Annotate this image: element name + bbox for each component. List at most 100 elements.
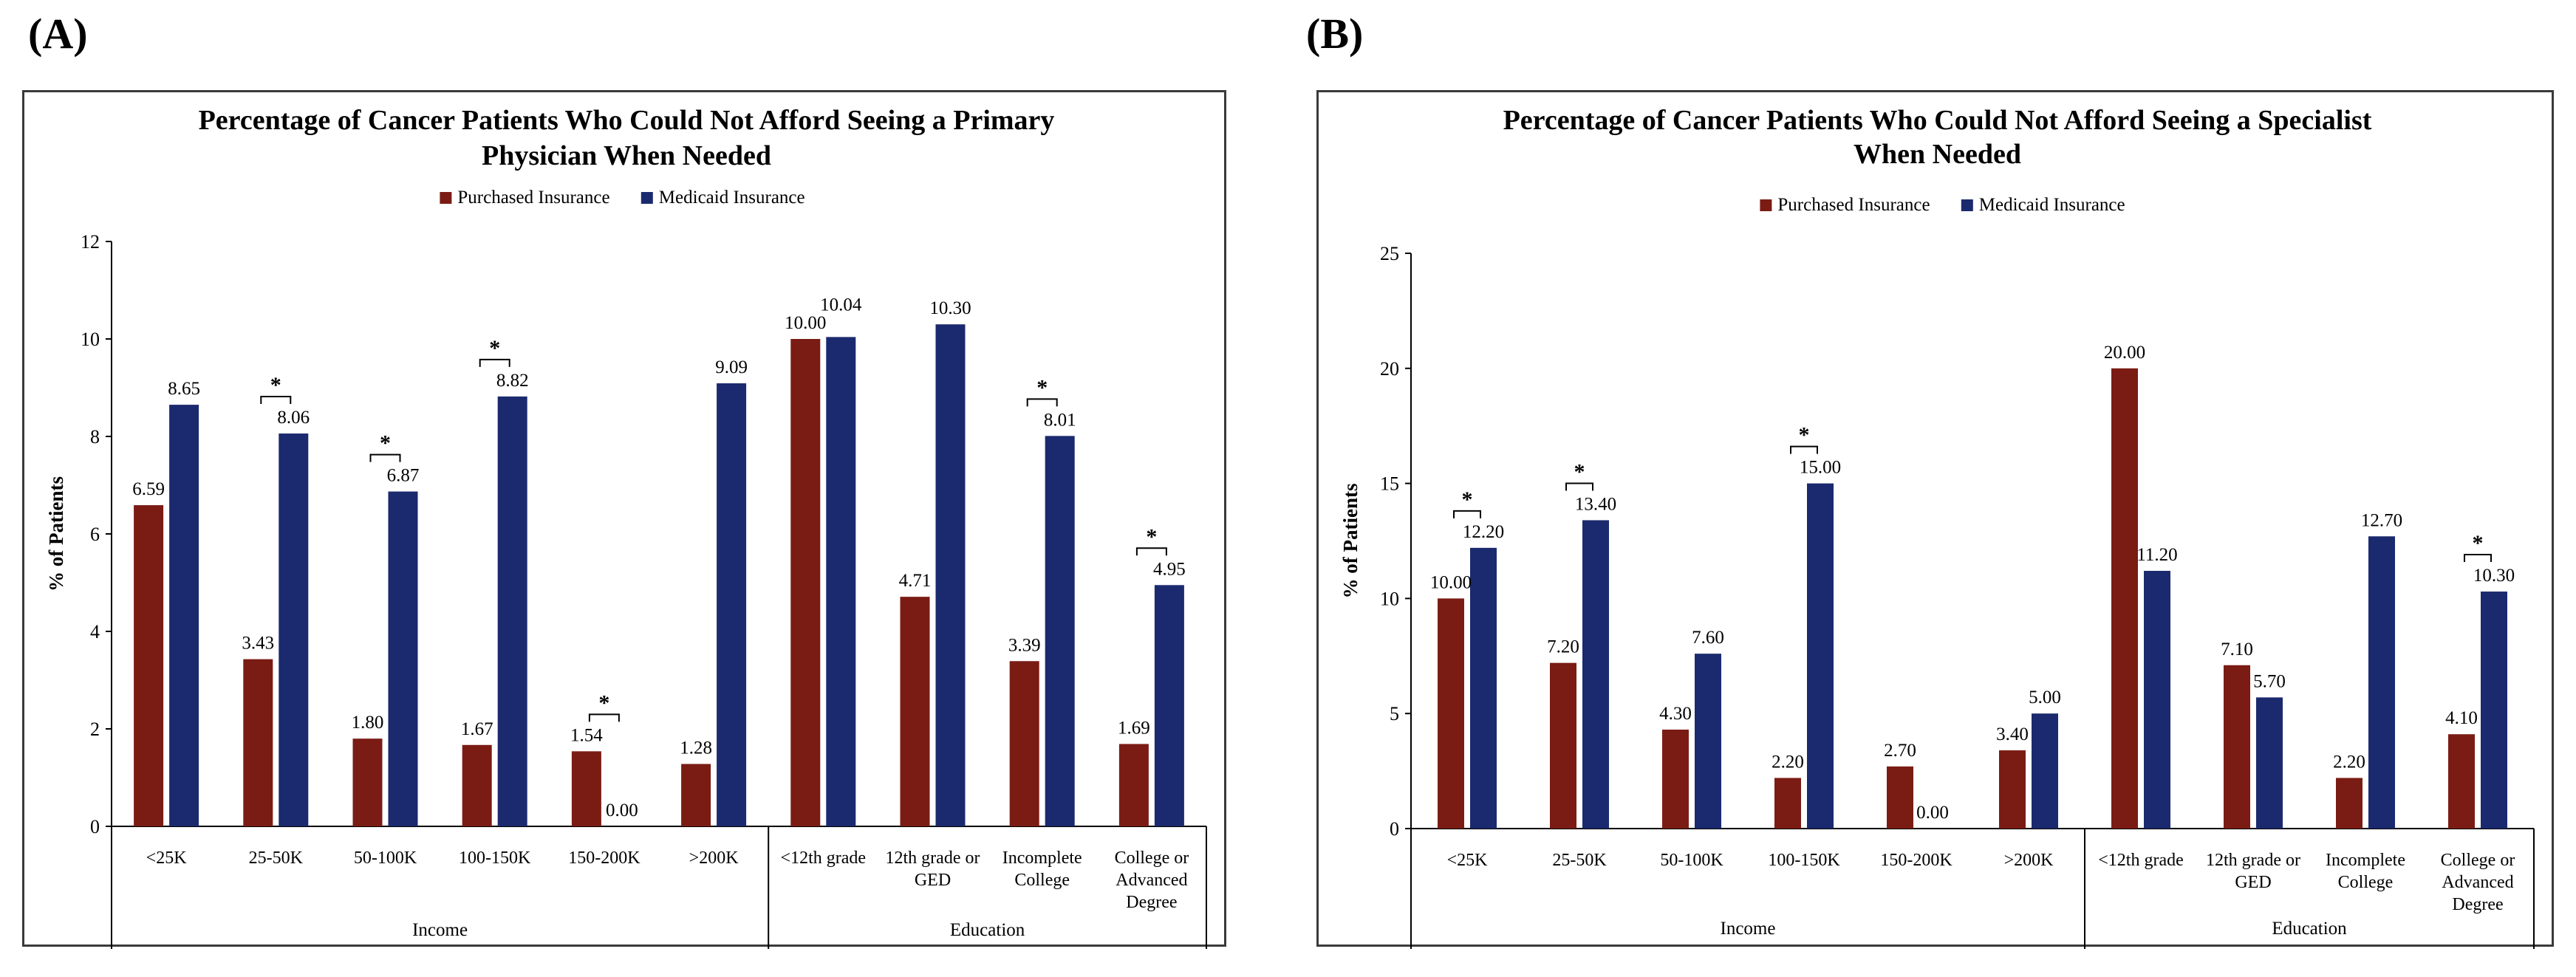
bar-medicaid: [2256, 697, 2283, 829]
significance-bracket: [1565, 482, 1593, 491]
x-category-label: <25K: [146, 849, 188, 868]
chart-title-line: Percentage of Cancer Patients Who Could …: [199, 105, 1055, 136]
chart-a-frame: Percentage of Cancer Patients Who Could …: [22, 90, 1226, 949]
significance-bracket: [260, 396, 292, 405]
y-tick-label: 5: [1390, 703, 1399, 724]
data-label-medicaid: 6.87: [387, 466, 420, 486]
significance-bracket: [479, 358, 510, 367]
bar-medicaid: [1582, 520, 1609, 829]
y-tick-label: 10: [1380, 588, 1399, 609]
legend-entry: Medicaid Insurance: [659, 188, 805, 208]
bar-purchased: [2111, 368, 2138, 829]
x-category-label: Degree: [1126, 893, 1177, 912]
significance-star: *: [1462, 487, 1473, 512]
bar-purchased: [1887, 766, 1913, 829]
data-label-purchased: 2.20: [1772, 752, 1804, 772]
x-category-label: 100-150K: [1768, 851, 1840, 870]
chart-title-line: Percentage of Cancer Patients Who Could …: [1503, 105, 2372, 136]
chart-b-frame: Percentage of Cancer Patients Who Could …: [1316, 90, 2554, 949]
bar-purchased: [1118, 744, 1149, 826]
x-category-label: 50-100K: [354, 849, 417, 868]
bar-purchased: [1009, 661, 1039, 826]
data-label-medicaid: 8.82: [496, 371, 529, 391]
data-label-medicaid: 10.30: [929, 298, 971, 318]
bar-medicaid: [497, 396, 527, 826]
bar-medicaid: [826, 337, 856, 826]
chart-b: Percentage of Cancer Patients Who Could …: [1339, 105, 2535, 949]
y-tick-label: 8: [90, 426, 100, 448]
y-axis-label: % of Patients: [45, 476, 67, 592]
x-category-label: Advanced: [2442, 873, 2513, 892]
data-label-medicaid: 8.06: [277, 408, 310, 428]
significance-bracket: [1453, 510, 1481, 518]
x-category-label: Degree: [2452, 895, 2503, 914]
x-category-label: 25-50K: [249, 849, 304, 868]
x-category-label: Advanced: [1116, 871, 1187, 890]
x-category-label: >200K: [689, 849, 739, 868]
legend-entry: Purchased Insurance: [457, 188, 609, 208]
significance-bracket: [369, 453, 401, 462]
bar-purchased: [900, 597, 930, 826]
data-label-purchased: 7.10: [2221, 640, 2253, 659]
x-category-label: 150-200K: [1880, 851, 1953, 870]
x-group-label: Income: [1721, 919, 1776, 939]
bar-medicaid: [1470, 547, 1497, 829]
significance-bracket: [1026, 398, 1058, 407]
bar-medicaid: [2144, 571, 2170, 829]
y-tick-label: 12: [81, 231, 100, 253]
y-axis-label: % of Patients: [1339, 484, 1362, 599]
bar-medicaid: [388, 491, 418, 826]
bar-purchased: [2448, 734, 2475, 829]
bar-medicaid: [717, 383, 747, 826]
y-tick-label: 10: [81, 329, 100, 350]
bar-purchased: [1662, 730, 1689, 829]
x-category-label: 12th grade or: [2206, 851, 2300, 870]
data-label-purchased: 3.40: [1996, 724, 2029, 744]
bar-purchased: [571, 751, 601, 826]
y-tick-label: 20: [1380, 358, 1399, 380]
x-category-label: 150-200K: [568, 849, 640, 868]
legend-entry: Medicaid Insurance: [1979, 195, 2125, 215]
bar-medicaid: [169, 405, 199, 826]
data-label-medicaid: 8.65: [168, 379, 200, 399]
legend-swatch: [1760, 199, 1772, 211]
x-category-label: College or: [2441, 851, 2515, 870]
data-label-purchased: 1.69: [1118, 718, 1150, 738]
bar-medicaid: [2032, 713, 2058, 829]
data-label-medicaid: 9.09: [715, 357, 748, 377]
significance-star: *: [380, 431, 391, 456]
data-label-medicaid: 8.01: [1044, 410, 1076, 430]
y-tick-label: 0: [90, 816, 100, 837]
data-label-purchased: 20.00: [2104, 343, 2145, 363]
x-category-label: Incomplete: [2326, 851, 2405, 870]
data-label-purchased: 1.80: [352, 713, 384, 733]
y-tick-label: 4: [90, 621, 100, 642]
x-category-label: College or: [1115, 849, 1189, 868]
panel-label-b: (B): [1306, 10, 1364, 58]
x-category-label: College: [2338, 873, 2394, 892]
data-label-medicaid: 15.00: [1800, 458, 1841, 478]
data-label-purchased: 1.54: [570, 725, 603, 745]
x-category-label: <25K: [1447, 851, 1489, 870]
data-label-purchased: 4.10: [2445, 708, 2478, 728]
significance-star: *: [270, 373, 281, 397]
data-label-medicaid: 0.00: [606, 801, 638, 820]
significance-star: *: [489, 336, 500, 360]
significance-star: *: [598, 690, 609, 715]
bar-purchased: [1999, 750, 2026, 829]
bar-purchased: [681, 764, 711, 826]
data-label-purchased: 4.71: [899, 571, 932, 591]
data-label-purchased: 6.59: [132, 479, 165, 499]
x-category-label: GED: [915, 871, 951, 890]
legend-swatch: [1961, 199, 1973, 211]
chart-a: Percentage of Cancer Patients Who Could …: [45, 105, 1207, 949]
y-tick-label: 0: [1390, 818, 1399, 840]
data-label-purchased: 10.00: [1430, 572, 1472, 592]
y-tick-label: 2: [90, 719, 100, 740]
bar-medicaid: [1045, 436, 1075, 826]
data-label-purchased: 4.30: [1659, 704, 1692, 724]
significance-bracket: [1135, 547, 1167, 556]
legend-entry: Purchased Insurance: [1777, 195, 1930, 215]
significance-bracket: [2464, 554, 2492, 563]
bar-purchased: [243, 659, 273, 826]
